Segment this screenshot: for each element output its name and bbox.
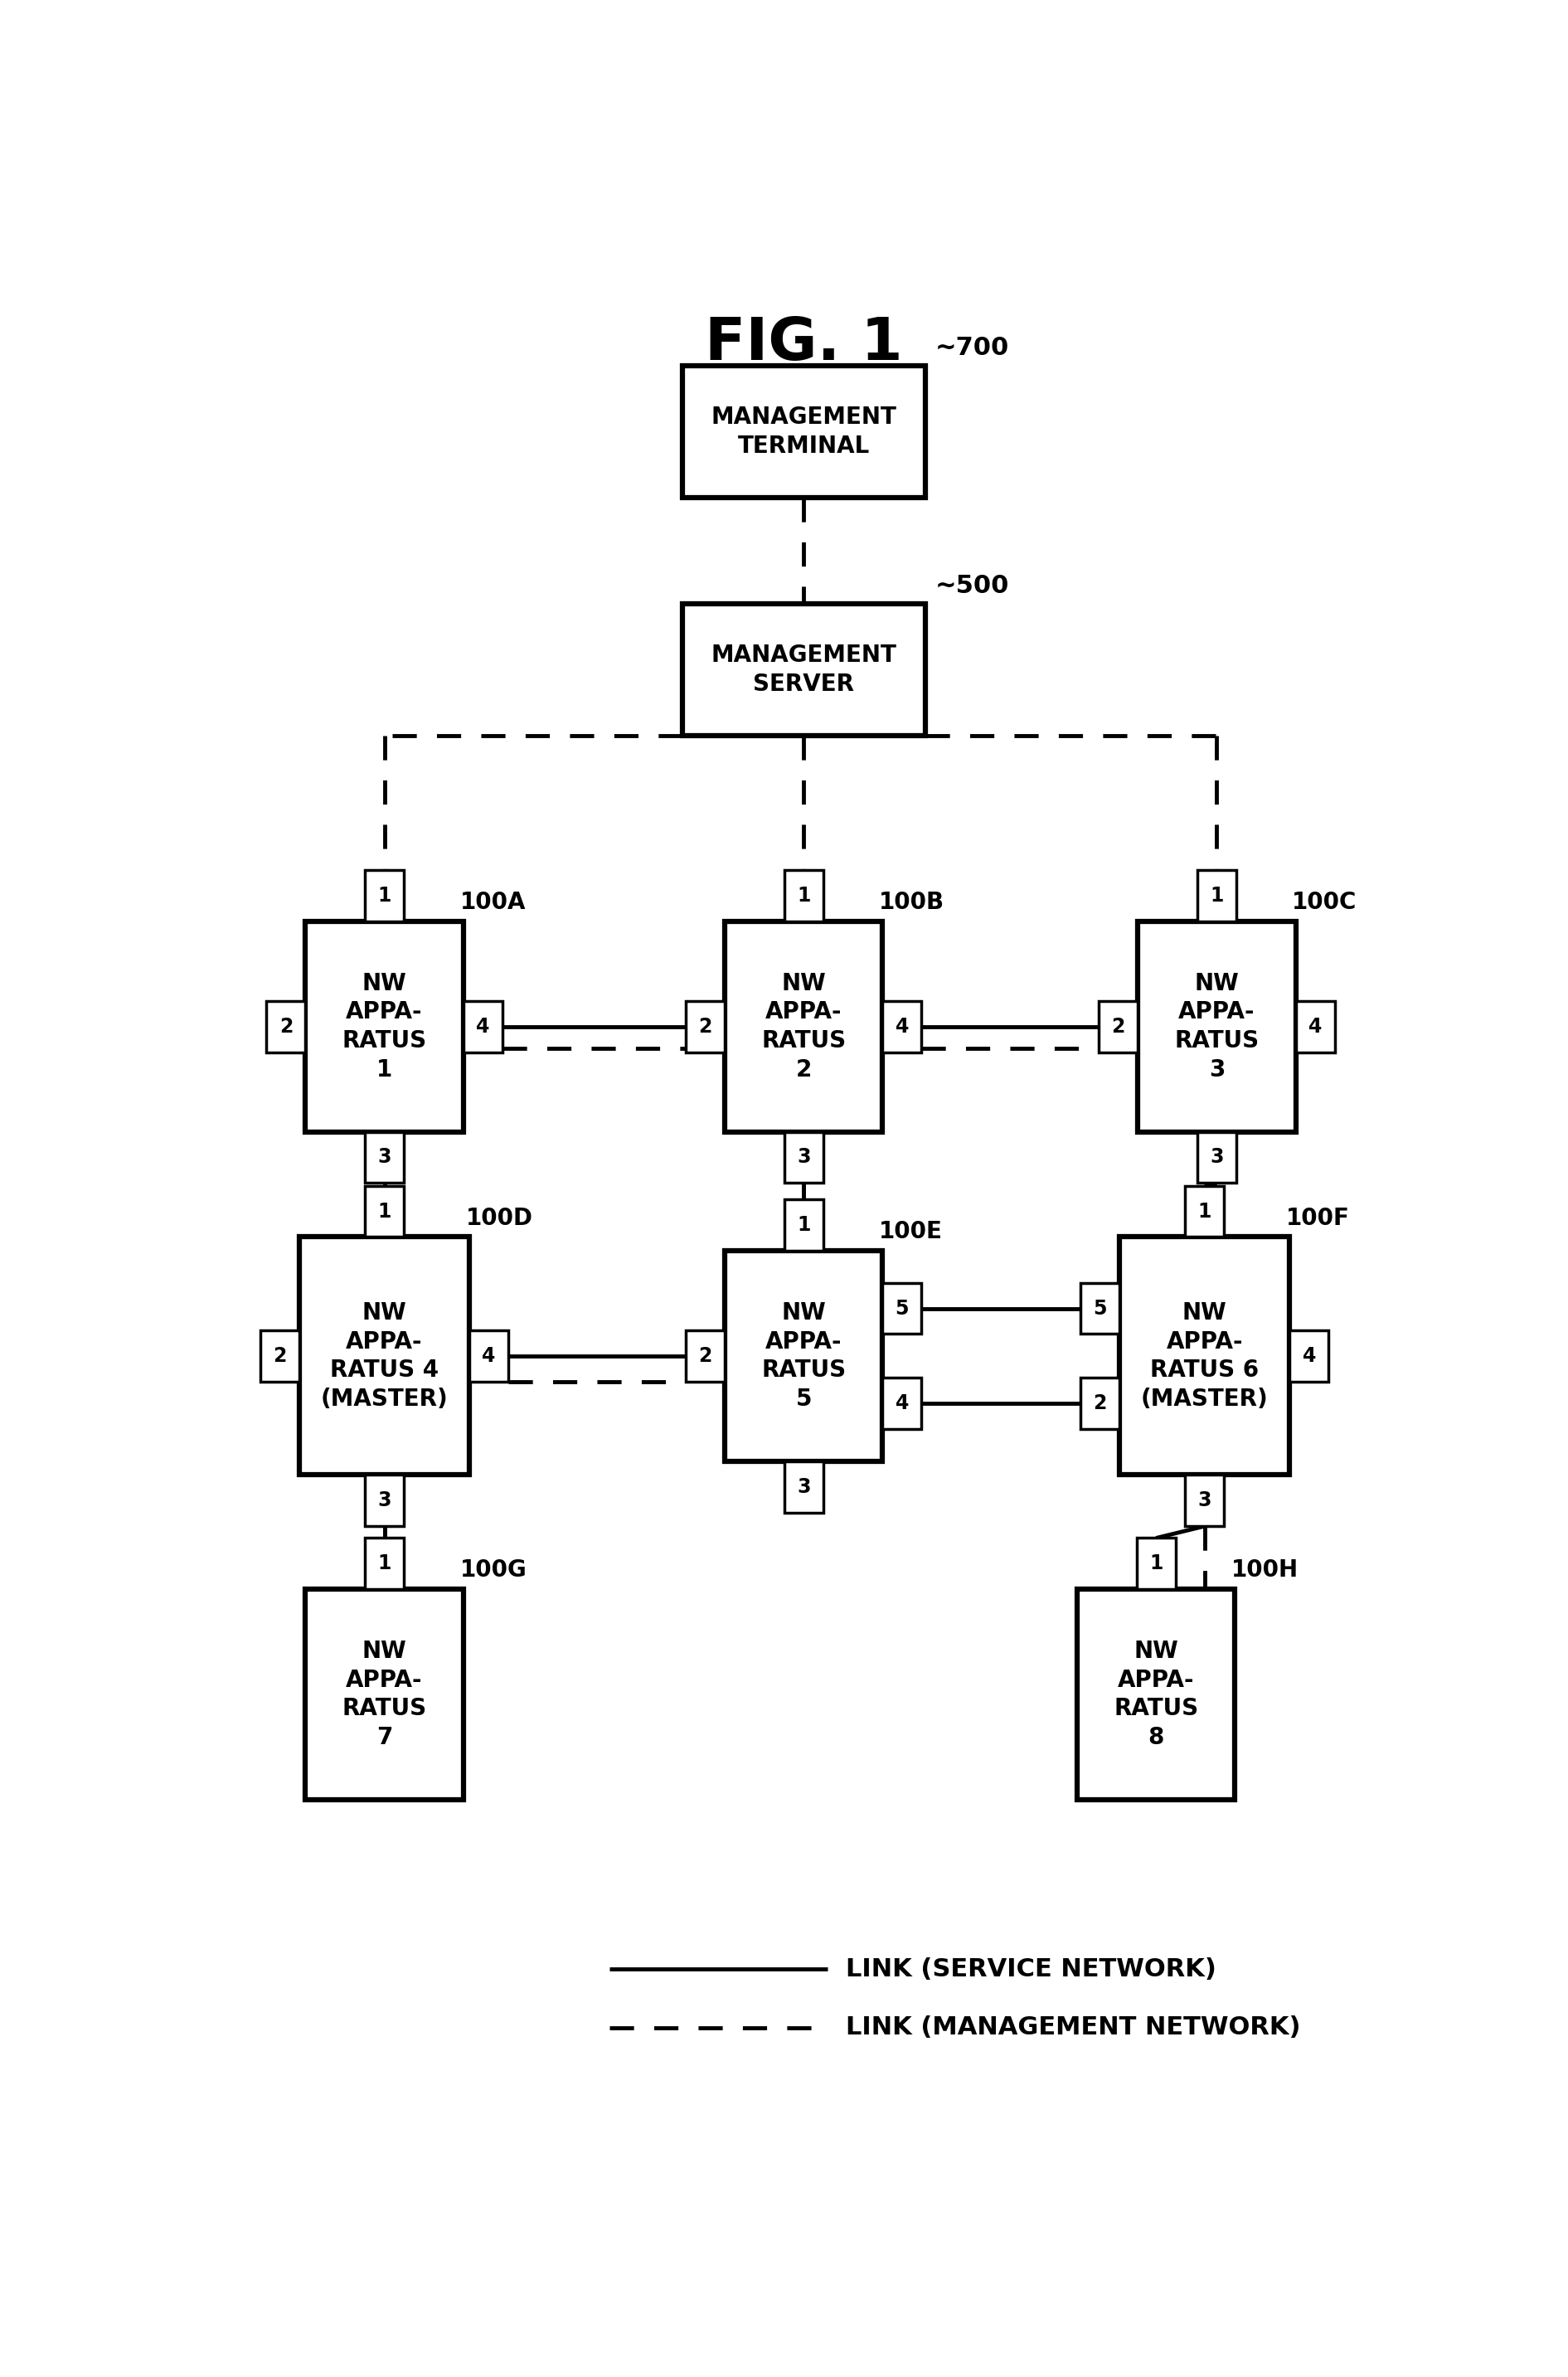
- Text: 100A: 100A: [459, 891, 525, 913]
- Bar: [784, 1462, 823, 1512]
- Bar: [784, 1200, 823, 1250]
- Bar: [724, 922, 883, 1131]
- Bar: [1099, 1001, 1138, 1053]
- Bar: [883, 1001, 922, 1053]
- Bar: [1198, 870, 1236, 922]
- Bar: [1120, 1236, 1289, 1474]
- Bar: [365, 1131, 405, 1184]
- Bar: [883, 1379, 922, 1429]
- Text: 4: 4: [1308, 1017, 1322, 1036]
- Bar: [1080, 1379, 1120, 1429]
- Text: MANAGEMENT
SERVER: MANAGEMENT SERVER: [710, 644, 897, 696]
- Bar: [306, 922, 464, 1131]
- Text: NW
APPA-
RATUS 6
(MASTER): NW APPA- RATUS 6 (MASTER): [1142, 1300, 1269, 1410]
- Text: 1: 1: [378, 1555, 390, 1574]
- Bar: [1185, 1186, 1225, 1236]
- Text: NW
APPA-
RATUS 4
(MASTER): NW APPA- RATUS 4 (MASTER): [320, 1300, 448, 1410]
- Text: 3: 3: [1210, 1148, 1223, 1167]
- Text: 4: 4: [1303, 1345, 1316, 1367]
- Text: 100C: 100C: [1292, 891, 1356, 913]
- Text: 4: 4: [477, 1017, 489, 1036]
- Text: 100G: 100G: [459, 1559, 527, 1583]
- Text: ~700: ~700: [935, 335, 1008, 361]
- Text: 2: 2: [279, 1017, 293, 1036]
- Text: 2: 2: [1112, 1017, 1126, 1036]
- Text: 1: 1: [797, 887, 811, 906]
- Text: 100E: 100E: [880, 1219, 942, 1243]
- Bar: [299, 1236, 469, 1474]
- Text: 100B: 100B: [880, 891, 944, 913]
- Text: 3: 3: [797, 1148, 811, 1167]
- Bar: [267, 1001, 306, 1053]
- Text: NW
APPA-
RATUS
5: NW APPA- RATUS 5: [760, 1300, 847, 1410]
- Text: 100F: 100F: [1286, 1208, 1350, 1229]
- Text: 3: 3: [378, 1490, 390, 1509]
- Bar: [464, 1001, 502, 1053]
- Bar: [682, 604, 925, 734]
- Text: MANAGEMENT
TERMINAL: MANAGEMENT TERMINAL: [710, 406, 897, 459]
- Text: 1: 1: [797, 1215, 811, 1236]
- Bar: [1198, 1131, 1236, 1184]
- Text: 2: 2: [698, 1017, 712, 1036]
- Text: 5: 5: [1093, 1298, 1107, 1319]
- Text: 1: 1: [1149, 1555, 1163, 1574]
- Text: NW
APPA-
RATUS
7: NW APPA- RATUS 7: [342, 1640, 426, 1749]
- Bar: [365, 870, 405, 922]
- Text: 1: 1: [378, 887, 390, 906]
- Bar: [685, 1001, 724, 1053]
- Bar: [1077, 1590, 1236, 1799]
- Text: 5: 5: [895, 1298, 909, 1319]
- Text: LINK (SERVICE NETWORK): LINK (SERVICE NETWORK): [847, 1956, 1217, 1980]
- Bar: [306, 1590, 464, 1799]
- Bar: [469, 1331, 508, 1381]
- Bar: [724, 1250, 883, 1462]
- Text: NW
APPA-
RATUS
8: NW APPA- RATUS 8: [1113, 1640, 1198, 1749]
- Text: 4: 4: [481, 1345, 495, 1367]
- Text: 2: 2: [698, 1345, 712, 1367]
- Text: NW
APPA-
RATUS
2: NW APPA- RATUS 2: [760, 972, 847, 1082]
- Text: 3: 3: [1198, 1490, 1212, 1509]
- Bar: [365, 1474, 405, 1526]
- Bar: [1138, 922, 1295, 1131]
- Text: 2: 2: [1093, 1393, 1107, 1414]
- Text: 100D: 100D: [466, 1208, 533, 1229]
- Text: 2: 2: [273, 1345, 287, 1367]
- Text: 100H: 100H: [1231, 1559, 1298, 1583]
- Bar: [1289, 1331, 1328, 1381]
- Text: 1: 1: [1198, 1200, 1212, 1222]
- Text: 4: 4: [895, 1393, 909, 1414]
- Text: 3: 3: [797, 1476, 811, 1498]
- Text: 4: 4: [895, 1017, 909, 1036]
- Bar: [784, 870, 823, 922]
- Bar: [1137, 1538, 1176, 1590]
- Text: 3: 3: [378, 1148, 390, 1167]
- Text: 1: 1: [1210, 887, 1223, 906]
- Text: NW
APPA-
RATUS
3: NW APPA- RATUS 3: [1174, 972, 1259, 1082]
- Bar: [685, 1331, 724, 1381]
- Bar: [365, 1186, 405, 1236]
- Text: 1: 1: [378, 1200, 390, 1222]
- Bar: [1080, 1284, 1120, 1333]
- Text: FIG. 1: FIG. 1: [704, 316, 903, 373]
- Bar: [365, 1538, 405, 1590]
- Bar: [1295, 1001, 1334, 1053]
- Text: LINK (MANAGEMENT NETWORK): LINK (MANAGEMENT NETWORK): [847, 2016, 1301, 2039]
- Bar: [260, 1331, 299, 1381]
- Bar: [1185, 1474, 1225, 1526]
- Bar: [784, 1131, 823, 1184]
- Text: NW
APPA-
RATUS
1: NW APPA- RATUS 1: [342, 972, 426, 1082]
- Bar: [883, 1284, 922, 1333]
- Text: ~500: ~500: [935, 575, 1008, 599]
- Bar: [682, 366, 925, 497]
